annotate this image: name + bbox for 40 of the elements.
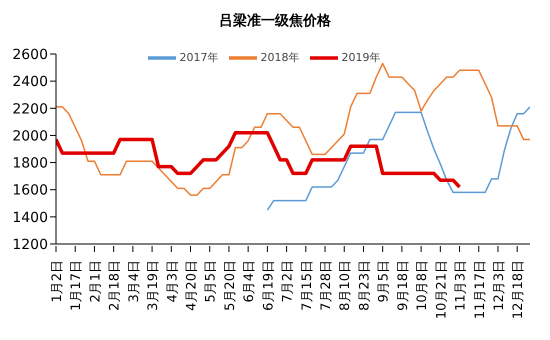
x-tick-label: 7月28日 (319, 260, 334, 311)
line-series (56, 62, 530, 196)
x-tick-label: 7月15日 (300, 260, 315, 311)
x-tick-label: 7月2日 (280, 260, 296, 303)
y-tick-label: 2600 (12, 46, 48, 63)
x-tick-label: 2月18日 (108, 260, 123, 311)
y-tick-label: 2200 (12, 101, 48, 118)
x-tick-label: 8月10日 (338, 260, 354, 311)
x-tick-label: 12月3日 (492, 260, 507, 311)
x-tick-label: 1月17日 (69, 260, 84, 311)
x-tick-label: 5月5日 (204, 260, 219, 303)
y-tick-label: 1200 (12, 236, 48, 253)
x-tick-label: 9月5日 (376, 260, 392, 303)
x-tick-label: 6月4日 (242, 260, 258, 303)
y-tick-label: 1800 (12, 156, 48, 172)
x-tick-label: 3月4日 (126, 260, 142, 303)
y-tick-label: 2400 (12, 74, 48, 90)
y-tick-label: 2000 (12, 128, 48, 144)
legend-label: 2017年 (180, 51, 218, 64)
x-tick-label: 4月20日 (184, 260, 200, 311)
x-tick-label: 10月8日 (415, 260, 430, 311)
x-tick-label: 5月20日 (222, 260, 238, 311)
x-tick-label: 8月23日 (357, 260, 372, 311)
x-tick-label: 4月3日 (165, 260, 180, 303)
line-series (56, 130, 462, 189)
legend-label: 2018年 (260, 51, 300, 64)
y-tick-label: 1600 (12, 182, 48, 199)
x-tick-label: 2月1日 (88, 260, 104, 303)
x-tick-label: 11月3日 (454, 260, 469, 311)
chart-title: 吕梁准一级焦价格 (218, 12, 332, 30)
legend-label: 2019年 (342, 51, 380, 64)
x-tick-label: 10月21日 (434, 260, 450, 320)
x-tick-label: 9月18日 (396, 260, 411, 311)
x-tick-label: 3月19日 (146, 260, 162, 311)
x-tick-label: 1月2日 (50, 260, 65, 303)
y-tick-label: 1400 (12, 210, 48, 226)
x-tick-label: 6月19日 (261, 260, 276, 311)
line-series (266, 106, 530, 211)
x-tick-label: 12月18日 (511, 260, 526, 320)
x-tick-label: 11月17日 (472, 260, 488, 320)
